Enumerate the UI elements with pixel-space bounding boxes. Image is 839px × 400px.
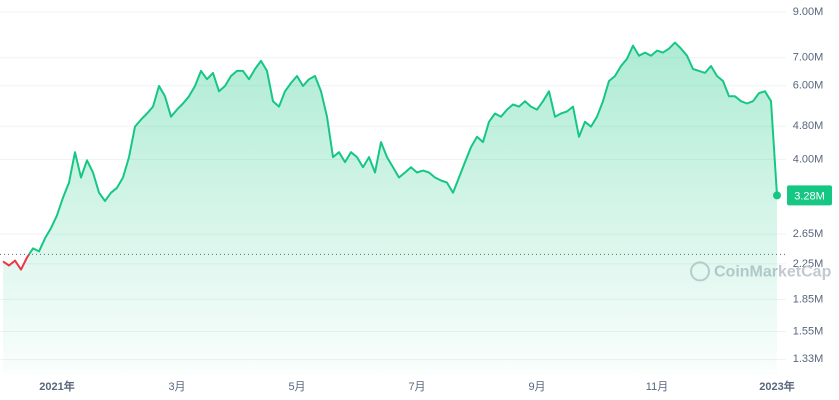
price-area [3, 42, 777, 375]
y-tick-label: 9.00M [793, 6, 824, 18]
y-tick-label: 7.00M [793, 52, 824, 64]
y-tick-label: 1.55M [793, 325, 824, 337]
x-tick-label: 2023年 [759, 379, 794, 393]
y-tick-label: 4.80M [793, 120, 824, 132]
y-tick-label: 6.00M [793, 80, 824, 92]
x-tick-label: 11月 [646, 381, 668, 393]
y-tick-label: 2.65M [793, 228, 824, 240]
y-tick-label: 1.85M [793, 293, 824, 305]
x-tick-label: 2021年 [39, 379, 74, 393]
x-tick-label: 3月 [168, 381, 185, 393]
y-tick-label: 4.00M [793, 153, 824, 165]
x-tick-label: 5月 [288, 381, 305, 393]
price-tag-label: 3.28M [794, 190, 825, 202]
y-tick-label: 1.33M [793, 353, 824, 365]
y-tick-label: 2.25M [793, 258, 824, 270]
last-point [773, 191, 781, 200]
x-tick-label: 9月 [528, 381, 545, 393]
price-line [2, 41, 778, 271]
price-tag [787, 185, 832, 206]
x-tick-label: 7月 [408, 381, 425, 393]
